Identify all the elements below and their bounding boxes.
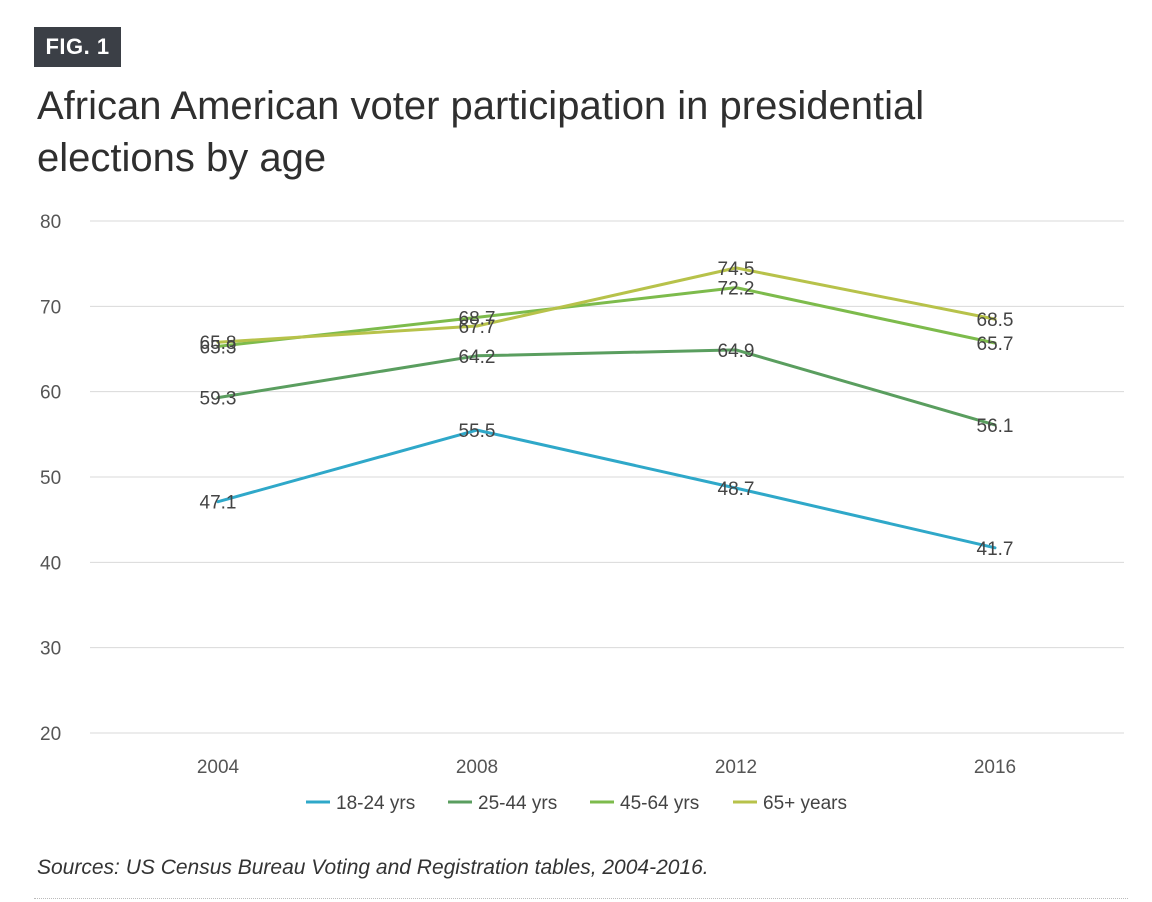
chart-title: African American voter participation in … — [37, 84, 925, 180]
data-label: 56.1 — [977, 416, 1014, 437]
data-label: 68.7 — [459, 308, 496, 329]
series-line-1 — [216, 428, 997, 550]
series-line-2 — [216, 348, 997, 427]
y-tick-label: 70 — [40, 297, 61, 318]
legend-label: 25-44 yrs — [478, 793, 557, 814]
data-label: 47.1 — [200, 493, 237, 514]
y-tick-label: 60 — [40, 383, 61, 404]
data-label: 59.3 — [200, 389, 237, 410]
data-label: 64.9 — [718, 341, 755, 362]
series-line-4 — [216, 266, 997, 344]
y-tick-label: 50 — [40, 468, 61, 489]
data-label: 67.7 — [459, 317, 496, 338]
line-chart: 20 30 40 50 60 70 80 2004 2008 2012 2016 47.1 55.5 48… — [40, 212, 1124, 814]
legend-label: 45-64 yrs — [620, 793, 699, 814]
y-tick-label: 30 — [40, 639, 61, 660]
y-tick-label: 80 — [40, 212, 61, 233]
x-tick-label: 2008 — [456, 757, 498, 778]
data-label: 41.7 — [977, 539, 1014, 560]
source-note: Sources: US Census Bureau Voting and Reg… — [37, 856, 709, 879]
data-label: 68.5 — [977, 310, 1014, 331]
data-label: 74.5 — [718, 259, 755, 280]
data-label: 55.5 — [459, 421, 496, 442]
data-label: 48.7 — [718, 479, 755, 500]
data-label: 65.7 — [977, 334, 1014, 355]
data-label: 65.8 — [200, 333, 237, 354]
y-tick-label: 20 — [40, 724, 61, 745]
figure-badge: FIG. 1 — [34, 27, 121, 67]
x-tick-label: 2016 — [974, 757, 1016, 778]
y-tick-label: 40 — [40, 553, 61, 574]
x-tick-label: 2012 — [715, 757, 757, 778]
data-label: 65.3 — [200, 337, 237, 358]
legend-label: 18-24 yrs — [336, 793, 415, 814]
data-label: 72.2 — [718, 279, 755, 300]
x-tick-label: 2004 — [197, 757, 240, 778]
data-label: 64.2 — [459, 347, 496, 368]
bottom-divider — [34, 898, 1128, 899]
series-line-3 — [216, 286, 997, 348]
legend-label: 65+ years — [763, 793, 847, 814]
